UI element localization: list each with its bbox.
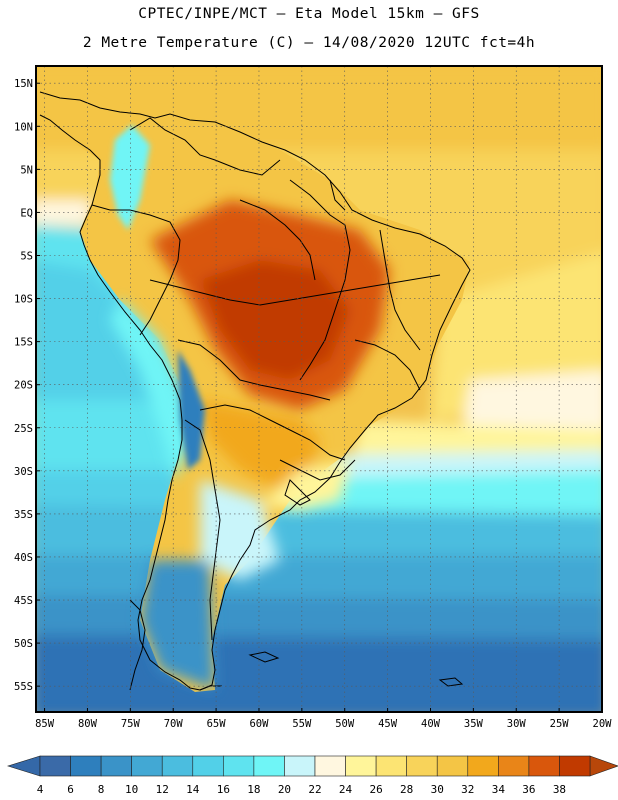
colorbar-label: 16 <box>217 783 230 796</box>
lat-label: 20S <box>14 380 33 392</box>
colorbar-swatches <box>6 755 618 777</box>
lon-label: 20W <box>593 718 613 730</box>
lon-label: 40W <box>421 718 441 730</box>
colorbar-swatch <box>436 755 469 777</box>
colorbar-label: 36 <box>522 783 535 796</box>
lat-label: 45S <box>14 595 33 607</box>
colorbar-swatch <box>192 755 224 777</box>
temperature-field <box>36 66 602 712</box>
colorbar-label: 32 <box>461 783 474 796</box>
colorbar-label: 14 <box>186 783 200 796</box>
lon-label: 30W <box>507 718 527 730</box>
lat-label: 40S <box>14 552 33 564</box>
lat-label: 35S <box>14 509 33 521</box>
lon-label: 45W <box>378 718 398 730</box>
colorbar-swatch <box>100 755 132 777</box>
lon-label: 35W <box>464 718 484 730</box>
colorbar-label: 34 <box>492 783 506 796</box>
colorbar-swatch <box>559 755 591 777</box>
lon-label: 25W <box>550 718 570 730</box>
lon-label: 50W <box>335 718 355 730</box>
colorbar-label: 6 <box>67 783 74 796</box>
colorbar-label: 26 <box>369 783 382 796</box>
lon-label: 65W <box>207 718 227 730</box>
temperature-map: 15N 10N 5N EQ 5S 10S 15S 20S 25S 30S 35S 40S 45S 50S 5… <box>14 65 612 730</box>
colorbar-swatch <box>223 755 255 777</box>
colorbar-swatch <box>528 755 560 777</box>
colorbar-swatch <box>345 755 377 777</box>
colorbar-swatch <box>39 755 71 777</box>
longitude-labels: 85W 80W 75W 70W 65W 60W 55W 50W 45W 40W 35W 30W 25W 2… <box>35 708 612 730</box>
colorbar-label: 4 <box>37 783 44 796</box>
colorbar-swatch <box>406 755 438 777</box>
lon-label: 55W <box>292 718 312 730</box>
colorbar-label: 18 <box>247 783 260 796</box>
south-america-land <box>40 80 470 692</box>
colorbar-swatch <box>375 755 407 777</box>
lat-label: 50S <box>14 638 33 650</box>
latitude-labels: 15N 10N 5N EQ 5S 10S 15S 20S 25S 30S 35S 40S 45S 50S 5… <box>14 78 40 693</box>
colorbar: 4 6 8 10 12 14 16 18 20 22 24 26 28 30 32 34 36 38 <box>6 755 618 796</box>
lon-label: 75W <box>121 718 141 730</box>
colorbar-swatch <box>467 755 499 777</box>
colorbar-label: 38 <box>553 783 566 796</box>
lat-label: 5N <box>20 164 33 176</box>
lon-label: 70W <box>164 718 184 730</box>
coastlines <box>39 91 471 691</box>
lon-label: 80W <box>78 718 98 730</box>
lat-label: 30S <box>14 466 33 478</box>
map-title-line2: 2 Metre Temperature (C) – 14/08/2020 12U… <box>82 35 536 51</box>
colorbar-swatch <box>161 755 194 777</box>
lon-label: 60W <box>249 718 269 730</box>
colorbar-swatch <box>498 755 530 777</box>
map-frame <box>35 65 603 713</box>
map-title-line1: CPTEC/INPE/MCT – Eta Model 15km – GFS <box>138 6 480 22</box>
colorbar-swatch <box>284 755 316 777</box>
lat-label: 15N <box>14 78 33 90</box>
colorbar-label: 12 <box>156 783 169 796</box>
colorbar-label: 10 <box>125 783 138 796</box>
lat-label: 15S <box>14 337 33 349</box>
colorbar-low-arrow <box>6 755 41 777</box>
colorbar-label: 8 <box>98 783 105 796</box>
colorbar-swatch <box>314 755 346 777</box>
lon-label: 85W <box>35 718 55 730</box>
lat-label: 5S <box>20 250 33 262</box>
colorbar-swatch <box>253 755 285 777</box>
lat-label: 55S <box>14 681 33 693</box>
lat-label: 10S <box>14 294 33 306</box>
colorbar-label: 30 <box>431 783 444 796</box>
colorbar-label: 22 <box>308 783 321 796</box>
colorbar-label: 28 <box>400 783 413 796</box>
colorbar-swatch <box>70 755 102 777</box>
colorbar-high-arrow <box>589 755 618 777</box>
colorbar-label: 24 <box>339 783 353 796</box>
lat-label: 10N <box>14 121 33 133</box>
colorbar-swatch <box>131 755 163 777</box>
colorbar-labels: 4 6 8 10 12 14 16 18 20 22 24 26 28 30 32 34 36 38 <box>37 783 566 796</box>
lat-label: EQ <box>20 207 33 219</box>
lat-label: 25S <box>14 423 33 435</box>
colorbar-label: 20 <box>278 783 291 796</box>
